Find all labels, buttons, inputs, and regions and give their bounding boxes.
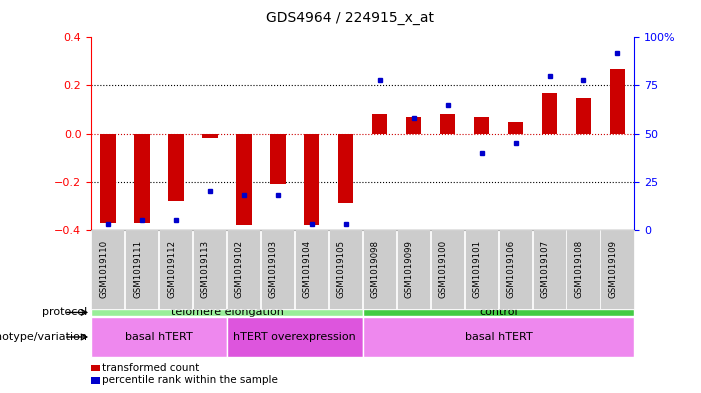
Bar: [100, 134, 116, 223]
Bar: [542, 93, 557, 134]
Text: basal hTERT: basal hTERT: [465, 332, 533, 342]
Bar: [91, 309, 363, 316]
Text: transformed count: transformed count: [102, 363, 200, 373]
Text: GSM1019100: GSM1019100: [439, 240, 448, 298]
Bar: [363, 309, 634, 316]
Text: GSM1019110: GSM1019110: [99, 240, 108, 298]
Bar: [168, 134, 184, 201]
Bar: [363, 317, 634, 357]
Text: GSM1019104: GSM1019104: [303, 240, 312, 298]
Text: GSM1019111: GSM1019111: [133, 240, 142, 298]
Bar: [135, 134, 150, 223]
Text: control: control: [479, 307, 518, 318]
Text: GSM1019099: GSM1019099: [404, 240, 414, 298]
Bar: [610, 69, 625, 134]
Text: protocol: protocol: [42, 307, 88, 318]
Bar: [372, 114, 388, 134]
Bar: [304, 134, 320, 225]
Text: basal hTERT: basal hTERT: [125, 332, 193, 342]
Bar: [508, 121, 523, 134]
Text: GSM1019109: GSM1019109: [608, 240, 618, 298]
Bar: [91, 317, 227, 357]
Text: GSM1019103: GSM1019103: [269, 240, 278, 298]
Text: GSM1019105: GSM1019105: [336, 240, 346, 298]
Text: GSM1019101: GSM1019101: [472, 240, 482, 298]
Text: hTERT overexpression: hTERT overexpression: [233, 332, 356, 342]
Text: GSM1019098: GSM1019098: [371, 240, 380, 298]
Text: GSM1019113: GSM1019113: [201, 240, 210, 298]
Bar: [406, 117, 421, 134]
Text: GSM1019108: GSM1019108: [575, 240, 583, 298]
Text: telomere elongation: telomere elongation: [170, 307, 283, 318]
Bar: [440, 114, 455, 134]
Text: percentile rank within the sample: percentile rank within the sample: [102, 375, 278, 386]
Bar: [338, 134, 353, 204]
Text: GSM1019106: GSM1019106: [507, 240, 515, 298]
Text: GDS4964 / 224915_x_at: GDS4964 / 224915_x_at: [266, 11, 435, 25]
Text: GSM1019112: GSM1019112: [167, 240, 176, 298]
Bar: [203, 134, 217, 138]
Text: genotype/variation: genotype/variation: [0, 332, 88, 342]
Text: GSM1019107: GSM1019107: [540, 240, 550, 298]
Bar: [576, 97, 591, 134]
Bar: [474, 117, 489, 134]
Text: GSM1019102: GSM1019102: [235, 240, 244, 298]
Bar: [271, 134, 285, 184]
Bar: [227, 317, 363, 357]
Bar: [236, 134, 252, 225]
